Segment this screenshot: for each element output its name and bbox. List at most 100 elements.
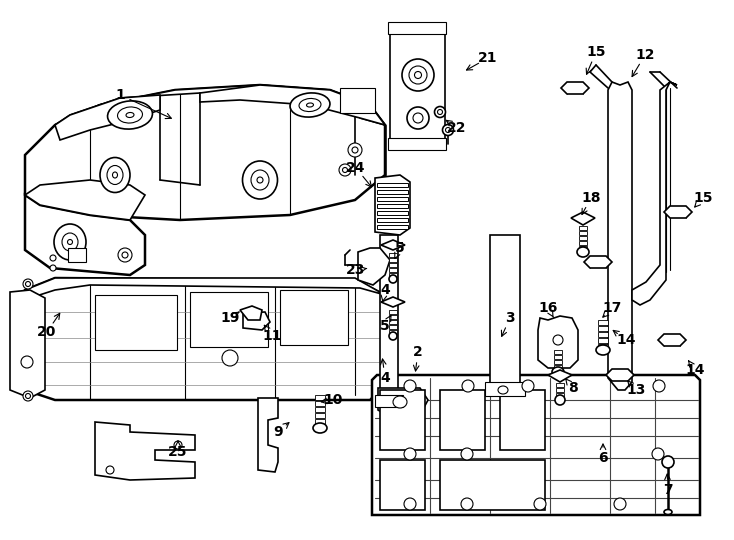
Ellipse shape [54,224,86,260]
Ellipse shape [290,93,330,117]
Ellipse shape [307,103,313,107]
Ellipse shape [107,165,123,185]
Ellipse shape [251,170,269,190]
Bar [579,241,587,245]
Text: 15: 15 [586,45,606,59]
Ellipse shape [409,66,427,84]
Ellipse shape [577,247,589,257]
Ellipse shape [68,240,73,245]
Polygon shape [258,398,278,472]
Text: 3: 3 [505,311,515,325]
Ellipse shape [664,510,672,515]
Text: 22: 22 [447,121,467,135]
Ellipse shape [402,59,434,91]
Ellipse shape [413,113,423,123]
Polygon shape [664,206,692,218]
Ellipse shape [407,107,429,129]
Polygon shape [25,278,385,298]
Ellipse shape [443,125,454,136]
Bar [598,326,608,331]
Bar [556,393,564,397]
Bar [389,258,397,262]
Text: 5: 5 [380,319,390,333]
Ellipse shape [174,441,182,449]
Bar [579,236,587,240]
Ellipse shape [126,112,134,118]
Polygon shape [390,25,445,148]
Bar [389,253,397,257]
Text: 15: 15 [693,191,713,205]
Text: 1: 1 [115,88,125,102]
Bar [315,413,325,418]
Text: 18: 18 [581,191,600,205]
Polygon shape [200,85,385,125]
Text: 17: 17 [603,301,622,315]
Polygon shape [381,240,405,250]
Ellipse shape [242,161,277,199]
Text: 10: 10 [323,393,343,407]
Polygon shape [25,85,385,220]
Ellipse shape [343,167,347,172]
Ellipse shape [26,394,31,399]
Bar [388,22,446,34]
Text: 7: 7 [664,483,673,497]
Ellipse shape [348,143,362,157]
Bar [554,355,562,359]
Text: 14: 14 [617,333,636,347]
Ellipse shape [117,107,142,123]
Bar [68,248,86,262]
Bar [556,383,564,387]
Ellipse shape [415,71,421,78]
Bar [388,138,446,150]
Bar [389,273,397,277]
Ellipse shape [23,391,33,401]
Ellipse shape [435,106,446,118]
Ellipse shape [339,164,351,176]
Ellipse shape [653,380,665,392]
Ellipse shape [437,110,443,114]
Ellipse shape [553,335,563,345]
Text: 8: 8 [568,381,578,395]
Bar [598,332,608,337]
Text: 19: 19 [220,311,240,325]
Bar [280,290,348,345]
Ellipse shape [222,350,238,366]
Bar [556,388,564,392]
Polygon shape [25,278,385,400]
Polygon shape [658,334,686,346]
Ellipse shape [662,456,674,468]
Polygon shape [377,211,408,215]
Text: 14: 14 [686,363,705,377]
Polygon shape [378,388,428,420]
Polygon shape [240,306,262,320]
Bar [440,460,545,510]
Ellipse shape [389,332,397,340]
Ellipse shape [389,275,397,283]
Text: 4: 4 [380,371,390,385]
Ellipse shape [118,248,132,262]
Ellipse shape [21,356,33,368]
Bar [389,330,397,334]
Ellipse shape [26,281,31,287]
Ellipse shape [446,127,451,132]
Ellipse shape [534,498,546,510]
Ellipse shape [555,395,565,405]
Polygon shape [358,248,390,285]
Text: 24: 24 [346,161,366,175]
Text: 16: 16 [538,301,558,315]
Polygon shape [608,82,632,390]
Ellipse shape [498,386,508,394]
Ellipse shape [352,147,358,153]
Text: 4: 4 [380,283,390,297]
Text: 21: 21 [479,51,498,65]
Ellipse shape [257,177,263,183]
Ellipse shape [106,466,114,474]
Bar [554,360,562,364]
Polygon shape [55,95,160,140]
Ellipse shape [596,345,610,355]
Ellipse shape [23,279,33,289]
Ellipse shape [652,448,664,460]
Text: 11: 11 [262,329,282,343]
Text: 5: 5 [395,241,405,255]
Ellipse shape [614,498,626,510]
